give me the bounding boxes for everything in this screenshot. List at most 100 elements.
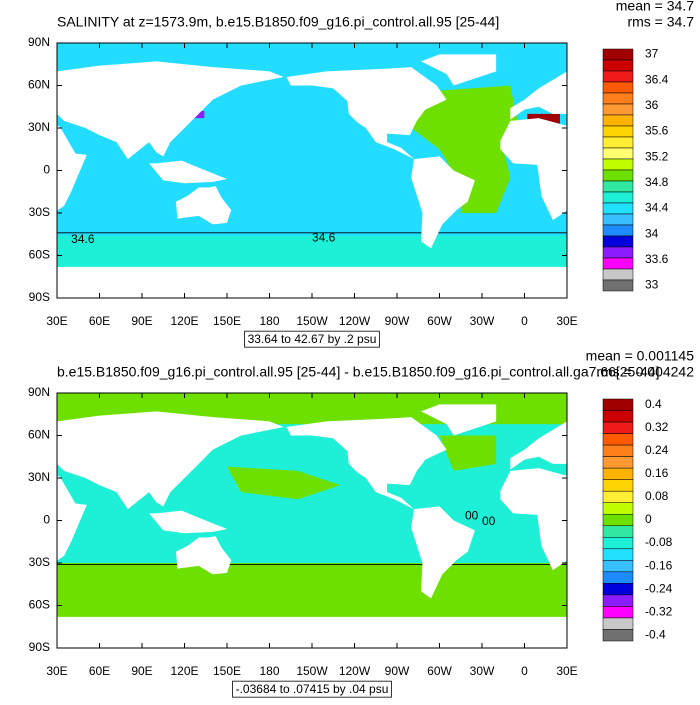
contour-label: 34.6 xyxy=(71,232,95,246)
land xyxy=(411,156,475,249)
land xyxy=(686,536,700,574)
colorbar-box xyxy=(602,103,634,116)
colorbar-label: 33.6 xyxy=(645,252,669,266)
colorbar-box xyxy=(602,246,634,259)
colorbar-label: 0.32 xyxy=(645,420,669,434)
colorbar-box xyxy=(602,617,634,630)
land xyxy=(500,468,567,571)
x-tick-label: 180 xyxy=(259,314,279,328)
colorbar-box xyxy=(602,421,634,434)
land xyxy=(57,616,567,648)
x-tick-label: 150W xyxy=(296,314,328,328)
land xyxy=(57,411,284,510)
y-tick-label: 90N xyxy=(28,385,50,399)
land xyxy=(57,125,87,211)
colorbar-box xyxy=(602,224,634,237)
land xyxy=(567,267,700,298)
colorbar-box xyxy=(602,257,634,270)
x-tick-label: 0 xyxy=(521,664,528,678)
colorbar-box xyxy=(602,70,634,83)
colorbar-box xyxy=(602,81,634,94)
y-tick-label: 30N xyxy=(28,120,50,134)
land xyxy=(411,506,475,599)
x-tick-label: 30W xyxy=(470,314,495,328)
salinity-region xyxy=(0,86,7,214)
y-tick-label: 60N xyxy=(28,428,50,442)
colorbar-box xyxy=(602,583,634,596)
colorbar-label: 35.2 xyxy=(645,149,669,163)
map-area xyxy=(57,393,700,648)
x-tick-label: 120E xyxy=(170,314,198,328)
x-tick-label: 150E xyxy=(213,664,241,678)
land xyxy=(510,71,567,120)
y-tick-label: 0 xyxy=(43,163,50,177)
x-tick-label: 150E xyxy=(213,314,241,328)
colorbar-box xyxy=(602,594,634,607)
y-tick-label: 90S xyxy=(29,290,50,304)
x-tick-label: 30E xyxy=(556,314,577,328)
colorbar-label: 0 xyxy=(645,512,652,526)
colorbar-box xyxy=(602,560,634,573)
colorbar-box xyxy=(602,48,634,61)
y-tick-label: 60S xyxy=(29,248,50,262)
contour-label: 00 xyxy=(465,508,479,522)
salinity-region xyxy=(57,235,567,270)
mean-stat: mean = 34.7 xyxy=(616,0,694,14)
land xyxy=(567,617,700,648)
y-tick-label: 90N xyxy=(28,35,50,49)
colorbar-box xyxy=(602,456,634,469)
colorbar-box xyxy=(602,136,634,149)
colorbar-box xyxy=(602,490,634,503)
colorbar-box xyxy=(602,398,634,411)
colorbar-label: 34.4 xyxy=(645,201,669,215)
colorbar-box xyxy=(602,235,634,248)
land xyxy=(421,54,497,86)
x-tick-label: 180 xyxy=(259,664,279,678)
x-tick-label: 60W xyxy=(427,314,452,328)
colorbar-label: -0.08 xyxy=(645,535,673,549)
y-tick-label: 30N xyxy=(28,470,50,484)
colorbar-box xyxy=(602,114,634,127)
x-tick-label: 30E xyxy=(46,664,67,678)
map-title: b.e15.B1850.f09_g16.pi_control.all.95 [2… xyxy=(57,364,659,380)
colorbar-box xyxy=(602,479,634,492)
land xyxy=(57,475,87,561)
colorbar-box xyxy=(602,268,634,281)
colorbar-box xyxy=(602,606,634,619)
colorbar-label: 0.24 xyxy=(645,443,669,457)
colorbar-box xyxy=(602,525,634,538)
land xyxy=(421,404,497,436)
colorbar-label: 0.16 xyxy=(645,466,669,480)
contour-info-box xyxy=(232,680,392,698)
y-tick-label: 30S xyxy=(29,555,50,569)
x-tick-label: 120E xyxy=(170,664,198,678)
colorbar-label: -0.4 xyxy=(645,627,666,641)
x-tick-label: 120W xyxy=(339,664,371,678)
x-tick-label: 90E xyxy=(131,314,152,328)
contour-label: 00 xyxy=(482,514,496,528)
map-panel: 34.6 34.6 90N 60N 30N 0 30S 60S 90S 30E 60E 90E 120E… xyxy=(0,0,700,348)
salinity-region xyxy=(227,466,341,500)
x-tick-label: 60W xyxy=(427,664,452,678)
colorbar-label: 34 xyxy=(645,226,659,240)
colorbar-box xyxy=(602,279,634,292)
x-tick-label: 60E xyxy=(89,314,110,328)
x-tick-label: 90W xyxy=(385,314,410,328)
colorbar-box xyxy=(602,180,634,193)
map-title: SALINITY at z=1573.9m, b.e15.B1850.f09_g… xyxy=(57,14,499,30)
land xyxy=(286,67,447,160)
colorbar-label: -0.16 xyxy=(645,558,673,572)
land xyxy=(500,118,567,221)
land xyxy=(686,186,700,224)
colorbar-label: 35.6 xyxy=(645,124,669,138)
contour-label: 34.6 xyxy=(312,231,336,245)
salinity-region xyxy=(439,435,497,471)
colorbar-box xyxy=(602,513,634,527)
colorbar-box xyxy=(602,433,634,446)
mean-stat: mean = 0.001145 xyxy=(586,348,695,364)
y-tick-label: 90S xyxy=(29,640,50,654)
colorbar-label: 37 xyxy=(645,47,659,61)
colorbar-box xyxy=(602,147,634,160)
colorbar-box xyxy=(602,410,634,423)
